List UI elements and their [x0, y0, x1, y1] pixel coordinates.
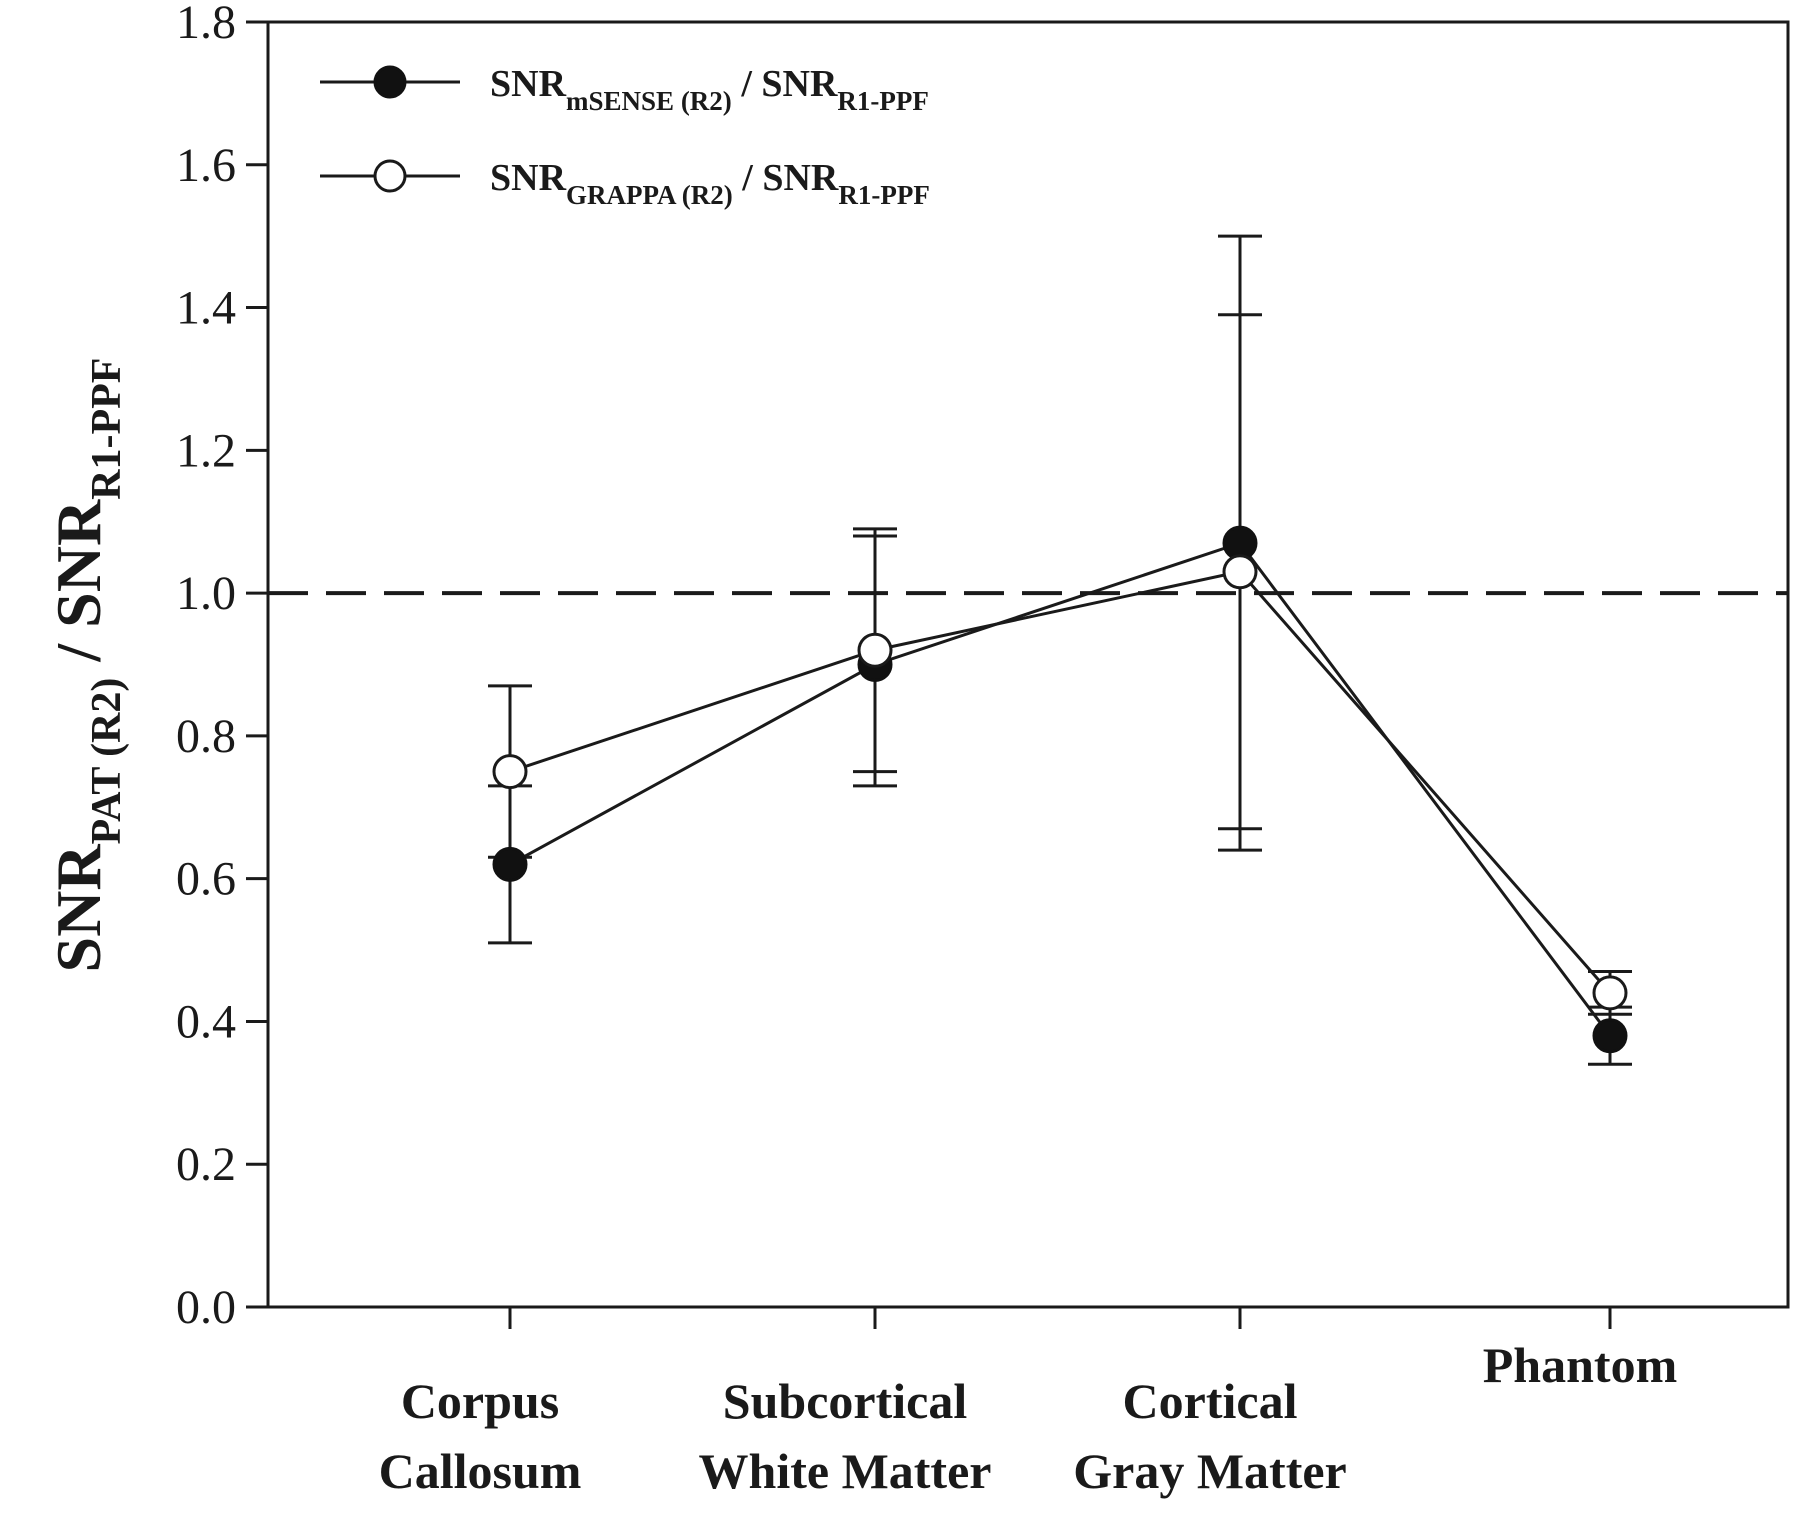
error-bars — [488, 234, 1632, 1066]
legend-marker-filled — [373, 65, 407, 99]
y-axis-label-sub: PAT (R2) — [84, 678, 130, 845]
legend-label-2-sep: / — [733, 157, 763, 199]
x-category-label: Gray Matter — [1073, 1443, 1346, 1499]
y-tick-label: 0.6 — [176, 853, 236, 906]
x-axis: Corpus Callosum Subcortical White Matter Cor… — [379, 1307, 1677, 1499]
y-tick-label: 0.8 — [176, 710, 236, 763]
y-tick-label: 0.0 — [176, 1281, 236, 1334]
legend-label-1-sub: mSENSE (R2) — [566, 86, 732, 116]
y-axis-label-sub2: R1-PPF — [84, 358, 130, 500]
legend-label-1-main2: SNR — [761, 63, 838, 105]
legend-label-2-sub: GRAPPA (R2) — [566, 180, 733, 210]
legend-label-2-main2: SNR — [762, 157, 839, 199]
legend-entry-2: SNRGRAPPA (R2) / SNRR1-PPF — [320, 157, 930, 210]
y-tick-label: 1.2 — [176, 424, 236, 477]
x-category-label: Phantom — [1483, 1337, 1677, 1393]
series-lines — [509, 541, 1612, 1037]
legend-label-1: SNRmSENSE (R2) / SNRR1-PPF — [490, 63, 929, 116]
data-point-open — [857, 632, 893, 668]
y-tick-label: 0.4 — [176, 995, 236, 1048]
x-category-label: Callosum — [379, 1443, 582, 1499]
y-axis-label-main: SNR — [43, 844, 114, 973]
series-line-1 — [509, 541, 1612, 1037]
data-point-filled — [492, 846, 528, 882]
x-category-label: Cortical — [1123, 1373, 1298, 1429]
y-tick-label: 1.8 — [176, 0, 236, 49]
data-point-open — [492, 754, 528, 790]
y-axis: 0.0 0.2 0.4 0.6 0.8 1.0 1.2 1.4 1.6 1.8 — [176, 0, 268, 1334]
legend: SNRmSENSE (R2) / SNRR1-PPF SNRGRAPPA (R2… — [320, 63, 930, 210]
data-point-open — [1222, 554, 1258, 590]
legend-label-2-sub2: R1-PPF — [838, 180, 929, 210]
y-axis-label: SNRPAT (R2) / SNRR1-PPF — [43, 358, 130, 973]
y-axis-label-sep: / — [43, 628, 114, 678]
plot-frame — [266, 20, 1790, 1309]
x-category-label: Subcortical — [723, 1373, 968, 1429]
y-tick-label: 1.6 — [176, 139, 236, 192]
y-tick-label: 1.0 — [176, 567, 236, 620]
legend-label-2: SNRGRAPPA (R2) / SNRR1-PPF — [490, 157, 930, 210]
y-axis-label-main2: SNR — [43, 499, 114, 628]
y-tick-label: 1.4 — [176, 282, 236, 335]
legend-entry-1: SNRmSENSE (R2) / SNRR1-PPF — [320, 63, 929, 116]
data-point-filled — [1592, 1018, 1628, 1054]
x-category-label: White Matter — [699, 1443, 992, 1499]
data-point-open — [1592, 975, 1628, 1011]
legend-label-1-sub2: R1-PPF — [837, 86, 928, 116]
legend-label-1-sep: / — [732, 63, 762, 105]
legend-label-2-main: SNR — [490, 157, 567, 199]
legend-label-1-main: SNR — [490, 63, 567, 105]
legend-marker-open — [373, 159, 407, 193]
y-tick-label: 0.2 — [176, 1138, 236, 1191]
x-category-label: Corpus — [401, 1373, 559, 1429]
series-markers — [492, 525, 1628, 1054]
series-line-2 — [509, 570, 1612, 994]
